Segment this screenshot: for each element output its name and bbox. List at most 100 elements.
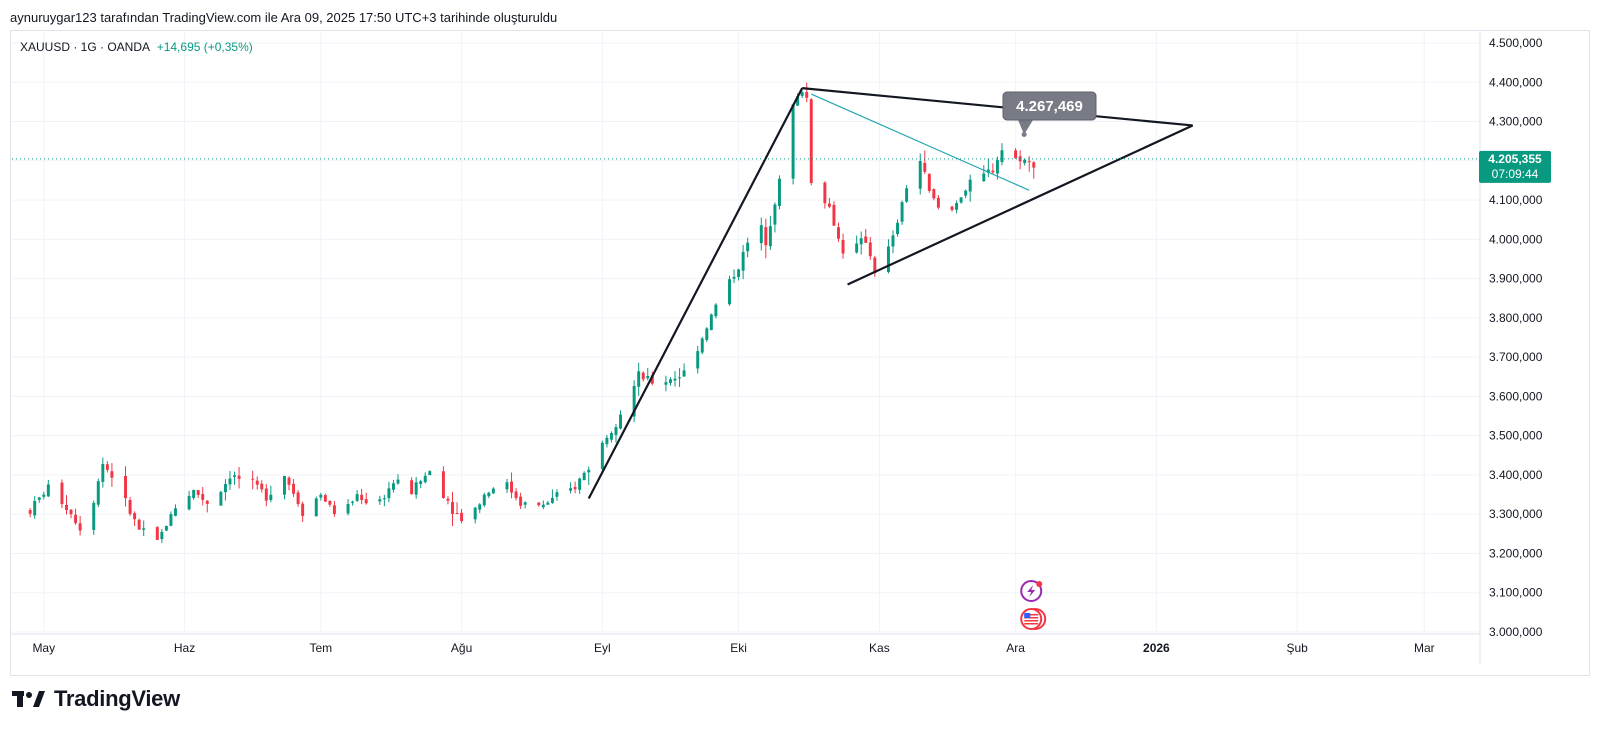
x-tick-label: Eyl — [594, 641, 611, 655]
candle — [873, 255, 877, 277]
candle — [991, 163, 995, 175]
candle — [619, 410, 622, 430]
candle-body — [959, 197, 963, 203]
candle — [28, 508, 32, 518]
candle-body — [587, 469, 591, 473]
grid-layer — [11, 31, 1481, 664]
candle — [809, 98, 813, 186]
candle-body — [955, 203, 959, 210]
y-tick-label: 3.500,000 — [1489, 429, 1543, 443]
candle — [968, 174, 972, 202]
callout-pointer — [1018, 120, 1033, 135]
us-flag-event-icon — [1020, 608, 1047, 630]
event-dot — [1036, 581, 1043, 587]
candle-body — [732, 276, 736, 279]
candle-body — [1000, 150, 1004, 162]
candle — [42, 491, 46, 500]
candle — [137, 518, 141, 530]
flag-canton — [1024, 613, 1031, 618]
candle-body — [228, 478, 232, 485]
y-tick-label: 4.500,000 — [1489, 36, 1543, 50]
candle-body — [42, 494, 46, 497]
candle — [927, 173, 931, 193]
candle-body — [37, 497, 41, 500]
candle — [587, 466, 591, 485]
candle — [319, 492, 323, 501]
candle — [487, 491, 491, 499]
symbol-legend[interactable]: XAUUSD · 1G · OANDA +14,695 (+0,35%) — [20, 40, 253, 54]
lightning-shape — [1027, 585, 1036, 597]
candle-body — [455, 513, 459, 515]
candle-body — [791, 104, 795, 179]
candle — [609, 431, 613, 443]
triangle-trendline — [847, 124, 1194, 286]
x-tick-label: Mar — [1414, 641, 1435, 655]
candle — [510, 472, 514, 499]
candle — [641, 371, 645, 382]
candle — [78, 515, 82, 536]
chart-pane[interactable] — [10, 30, 1590, 676]
candle — [578, 477, 582, 494]
candle — [92, 500, 96, 535]
candle-body — [133, 513, 137, 520]
candle-body — [768, 226, 772, 247]
candle — [864, 228, 868, 244]
candle-body — [823, 182, 827, 204]
candle-body — [391, 483, 395, 490]
candle — [360, 488, 364, 505]
candle — [74, 508, 78, 525]
candle — [886, 239, 890, 274]
candle-body — [478, 504, 482, 510]
candle — [537, 502, 541, 507]
y-tick-label: 3.900,000 — [1489, 272, 1543, 286]
candle-body — [296, 492, 300, 504]
candle-body — [355, 494, 359, 501]
candle-body — [269, 494, 273, 501]
candle — [110, 463, 114, 487]
candle-body — [741, 251, 745, 271]
candle-body — [1014, 150, 1018, 159]
candle — [228, 470, 232, 490]
candle-body — [982, 173, 986, 182]
candle — [187, 490, 191, 511]
triangle-trendline — [802, 87, 1193, 127]
candle-body — [360, 494, 364, 500]
candle — [832, 201, 836, 226]
tradingview-logo[interactable]: TradingView — [12, 686, 180, 712]
candle — [800, 90, 804, 99]
candle — [582, 471, 586, 481]
candle — [482, 492, 486, 508]
candle — [837, 222, 840, 242]
candle-body — [600, 442, 604, 469]
candle — [60, 479, 64, 509]
candle — [955, 200, 959, 214]
candle — [96, 478, 100, 508]
candle — [673, 370, 677, 387]
candle — [600, 440, 604, 474]
candle-body — [192, 490, 196, 499]
candle — [65, 495, 68, 515]
candle — [823, 181, 827, 209]
candle — [260, 480, 264, 493]
y-tick-label: 3.700,000 — [1489, 350, 1543, 364]
candle — [219, 490, 223, 506]
y-axis: 3.000,000 3.100,000 3.200,000 3.300,000 3.40… — [1489, 36, 1543, 639]
candle — [728, 275, 731, 306]
symbol-label[interactable]: XAUUSD · 1G · OANDA — [20, 40, 150, 54]
candle-body — [950, 206, 954, 210]
candle-body — [482, 494, 486, 506]
candle-body — [46, 484, 50, 497]
candle — [573, 481, 577, 494]
candle — [491, 487, 495, 494]
candle-body — [918, 161, 922, 189]
candle-body — [419, 481, 423, 485]
candle — [855, 235, 859, 254]
candle — [223, 479, 227, 501]
y-tick-label: 3.100,000 — [1489, 586, 1543, 600]
candle-body — [428, 471, 432, 476]
candle-body — [668, 379, 672, 383]
candle-body — [69, 509, 73, 515]
candle-body — [205, 500, 209, 504]
candle — [396, 474, 400, 485]
